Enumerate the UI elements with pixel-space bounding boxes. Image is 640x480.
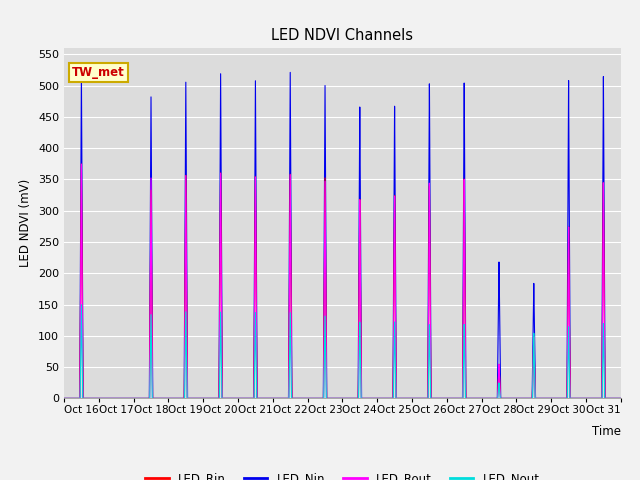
Legend: LED_Rin, LED_Nin, LED_Rout, LED_Nout: LED_Rin, LED_Nin, LED_Rout, LED_Nout (140, 468, 545, 480)
Text: TW_met: TW_met (72, 66, 125, 79)
Y-axis label: LED NDVI (mV): LED NDVI (mV) (19, 179, 33, 267)
Text: Time: Time (592, 425, 621, 438)
Title: LED NDVI Channels: LED NDVI Channels (271, 28, 413, 43)
